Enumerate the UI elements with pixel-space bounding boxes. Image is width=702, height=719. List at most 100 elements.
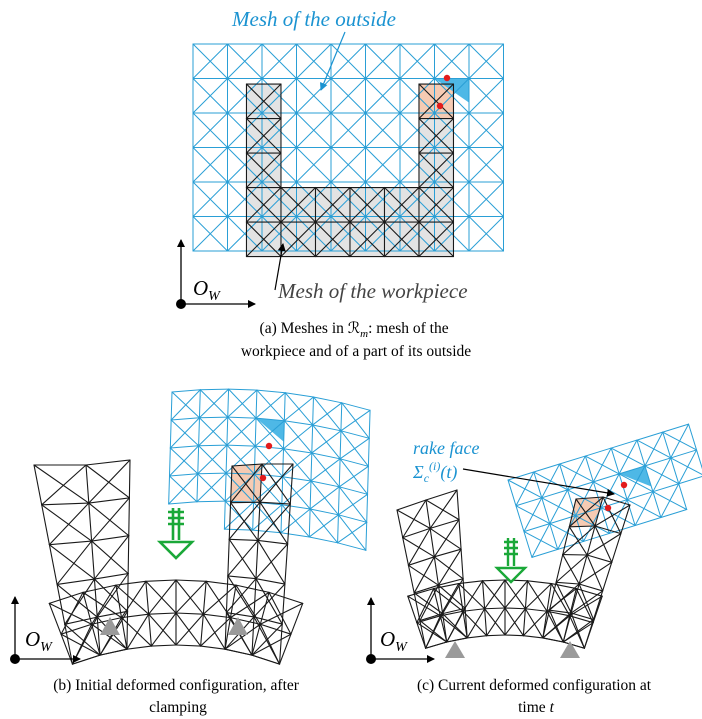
outside-mesh-b-edge [255,389,258,419]
workpiece-base-b-edge [126,645,152,650]
workpiece-left-c-edge [402,537,409,566]
workpiece-left-b-diag [48,544,95,580]
support-left-b [100,617,120,635]
outside-mesh-b-edge [365,521,368,551]
outside-mesh-c-edge [533,471,543,499]
workpiece-base-c-diag [524,608,544,639]
workpiece-left-b-edge [96,610,129,618]
outside-mesh-b-edge [311,452,341,460]
workpiece-left-b-diag [91,540,129,575]
outside-mesh-b-diag [226,417,257,446]
outside-mesh-b-edge [368,409,371,439]
workpiece-left-c-edge [425,499,431,529]
workpiece-left-c-edge [442,607,466,615]
workpiece-base-c-diag [504,580,529,609]
workpiece-right-c-edge [555,581,580,585]
workpiece-right-b-diag [230,463,263,504]
workpiece-left-b-diag [88,502,130,537]
workpiece-base-b-diag [200,617,232,647]
workpiece-left-b-edge [126,610,129,650]
workpiece-base-c-diag [524,583,552,610]
workpiece-left-b-edge [88,502,93,542]
workpiece-right-b-edge [251,616,255,656]
outside-mesh-c-diag [567,455,586,491]
outside-mesh-b-edge [168,473,199,477]
workpiece-base-b-edge [259,623,292,635]
outside-mesh-a-diag [261,147,297,183]
origin-label-c: OW [380,627,408,655]
origin-label-a: OW [193,276,221,304]
workpiece-left-c-edge [437,584,444,615]
workpiece-left-c-edge [419,613,444,622]
origin-label-b: OW [25,627,53,655]
outside-mesh-b [168,388,371,551]
outside-mesh-b-diag [169,417,200,449]
workpiece-left-c-edge [396,509,404,539]
workpiece-base-b-edge [120,613,150,619]
workpiece-right-c-diag [548,583,580,611]
outside-mesh-b-diag [337,493,369,516]
workpiece-base-c-edge [484,608,488,637]
workpiece-right-c-edge [583,619,595,649]
outside-mesh-b-diag [337,521,368,544]
outside-mesh-b-edge [338,458,341,488]
outside-mesh-b-diag [198,416,229,447]
workpiece-base-c-diag [484,579,506,610]
workpiece-left-c-diag [442,578,464,615]
workpiece-right-c-edge [542,637,564,643]
workpiece-right-b-diag [227,539,259,577]
origin-axes-b [10,596,81,664]
workpiece-left-b-edge [64,616,98,625]
workpiece-left-c-edge [433,548,462,558]
outside-mesh-b-edge [171,389,201,393]
workpiece-right-b-edge [231,463,263,467]
workpiece-left-c-edge [458,519,462,550]
workpiece-mesh-a-diag [418,152,455,189]
workpiece-base-b-edge [290,602,304,635]
outside-mesh-b-edge [340,402,343,432]
outside-mesh-c-edge [644,465,654,493]
workpiece-base-b-diag [224,623,261,650]
outside-mesh-a-diag [330,147,366,183]
workpiece-base-c-edge [546,583,552,612]
workpiece-left-b-diag [41,504,93,542]
outside-mesh-a-diag [330,43,366,79]
workpiece-right-c-diag [562,525,596,556]
workpiece-right-b-diag [259,463,294,503]
workpiece-base-c-diag [407,595,441,617]
workpiece-left-c-edge [429,519,460,529]
workpiece-left-b-edge [93,578,98,618]
outside-mesh-b-edge [252,501,255,531]
tool-dots-b [259,442,273,482]
workpiece-left-c-edge [402,527,431,539]
workpiece-right-b-diag [257,503,291,542]
outside-mesh-a-diag [468,147,504,183]
workpiece-right-b-edge [255,578,286,585]
workpiece-right-b-edge [287,503,291,545]
outside-mesh-b-diag [168,445,200,477]
outside-mesh-c-edge [507,471,535,481]
outside-mesh-a-diag [296,43,332,79]
outside-mesh-c-diag [678,449,698,485]
outside-mesh-b-edge [253,473,284,478]
outside-mesh-a-diag [192,147,228,183]
outside-mesh-c-edge [678,483,688,511]
outside-mesh-a-diag [434,181,470,217]
outside-mesh-b-edge [340,430,370,439]
outside-mesh-b-edge [168,501,198,505]
outside-mesh-b-edge [197,472,227,475]
caption-c: (c) Current deformed configuration at ti… [417,677,655,716]
outside-mesh-a-diag [365,112,401,148]
workpiece-base-b-edge [120,617,128,650]
workpiece-base-c-diag [458,583,486,610]
workpiece-right-b-edge [253,616,283,625]
workpiece-left-c-diag [419,584,440,622]
outside-mesh-a-diag [192,216,228,252]
workpiece-base-b-edge [175,612,204,615]
outside-mesh-b-edge [198,417,200,447]
outside-mesh-b-edge [196,473,199,503]
workpiece-left-b-edge [41,504,50,546]
workpiece-base-b-diag [145,580,177,614]
workpiece-left-c-edge [419,620,427,649]
workpiece-left-c-diag [413,556,435,594]
